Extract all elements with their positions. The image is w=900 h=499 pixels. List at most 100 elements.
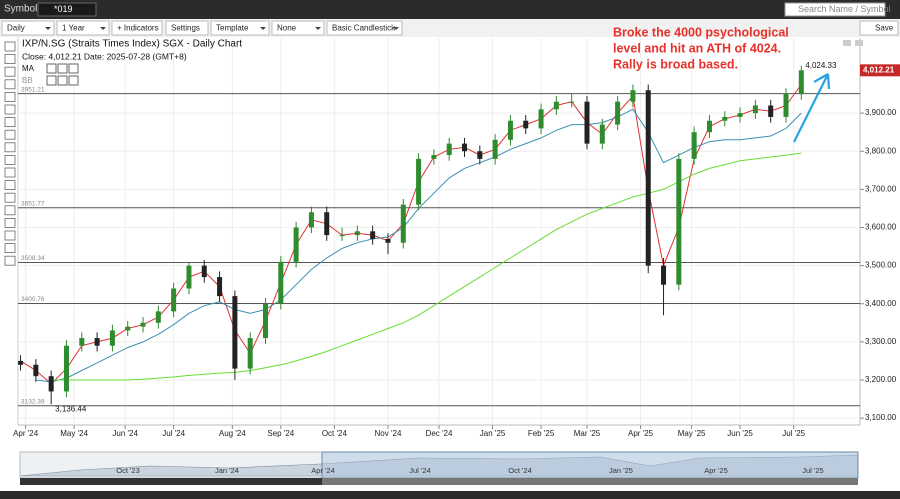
toolbar-button[interactable] xyxy=(271,20,325,36)
y-tick-label: 3,900.00 xyxy=(865,108,897,117)
save-button[interactable] xyxy=(859,20,899,36)
tool-icon[interactable] xyxy=(4,154,16,165)
symbol-input[interactable] xyxy=(37,2,97,17)
x-tick-label: Jun '25 xyxy=(727,429,753,438)
moving-average-line xyxy=(20,84,802,385)
candle-body xyxy=(400,204,406,243)
annotation-arrow xyxy=(793,73,831,143)
chart-ctrl[interactable] xyxy=(843,40,851,46)
moving-average-line xyxy=(51,152,802,381)
y-tick-label: 3,200.00 xyxy=(865,375,897,384)
indicator-button[interactable] xyxy=(57,75,68,86)
toolbar-button[interactable] xyxy=(111,20,163,36)
candle-body xyxy=(477,151,483,159)
candle-body xyxy=(339,235,345,237)
indicator-button[interactable] xyxy=(68,75,79,86)
indicator-button[interactable] xyxy=(46,75,57,86)
toolbar-button-label: Settings xyxy=(171,24,200,33)
toolbar-button-label: + Indicators xyxy=(117,24,159,33)
candle-body xyxy=(661,265,667,285)
tool-icon[interactable] xyxy=(4,142,16,153)
candle-body xyxy=(722,116,728,121)
candle-body xyxy=(385,238,391,243)
candle-body xyxy=(446,143,452,156)
candle-body xyxy=(645,90,651,266)
x-tick-label: Aug '24 xyxy=(219,429,246,438)
top-bar xyxy=(0,0,900,19)
tool-icon[interactable] xyxy=(4,79,16,90)
indicator-button[interactable] xyxy=(57,63,68,74)
low-marker-label: 3,136.44 xyxy=(55,404,87,413)
tool-icon[interactable] xyxy=(4,41,16,52)
tool-icon[interactable] xyxy=(4,230,16,241)
toolbar-button[interactable] xyxy=(165,20,209,36)
tool-icon[interactable] xyxy=(4,167,16,178)
toolbar-button[interactable] xyxy=(326,20,403,36)
chart-ctrl[interactable] xyxy=(855,40,863,46)
tool-icon[interactable] xyxy=(4,192,16,203)
y-tick-label: 3,800.00 xyxy=(865,146,897,155)
dropdown-caret xyxy=(315,27,321,30)
tool-icon[interactable] xyxy=(4,54,16,64)
candle-body xyxy=(538,109,544,129)
tool-icon[interactable] xyxy=(4,180,16,191)
x-tick-label: Sep '24 xyxy=(267,429,294,438)
toolbar-button-label: 1 Year xyxy=(62,24,85,33)
candle-body xyxy=(492,139,498,159)
scrollbar-thumb[interactable] xyxy=(322,478,858,485)
tool-icon[interactable] xyxy=(4,66,16,77)
candle-body xyxy=(308,212,314,228)
x-tick-label: Apr '24 xyxy=(13,429,39,438)
y-tick-label: 3,300.00 xyxy=(865,337,897,346)
candle-body xyxy=(125,326,131,331)
navigator-selection[interactable] xyxy=(321,451,859,479)
candle-body xyxy=(232,296,238,369)
tool-icon[interactable] xyxy=(4,117,16,127)
candle-body xyxy=(247,338,253,369)
candle-body xyxy=(676,158,682,285)
toolbar-button[interactable] xyxy=(56,20,110,36)
search-box[interactable] xyxy=(784,2,886,17)
tool-icon[interactable] xyxy=(4,129,16,140)
candle-body xyxy=(140,322,146,327)
tool-icon[interactable] xyxy=(4,243,16,254)
navigator-label: Jul '24 xyxy=(409,466,430,475)
save-label: Save xyxy=(875,24,894,33)
navigator-area xyxy=(19,454,859,477)
last-price-label: 4,012.21 xyxy=(863,65,895,74)
tool-icon[interactable] xyxy=(4,92,16,102)
high-marker-label: 4,024.33 xyxy=(805,61,837,70)
tool-icon[interactable] xyxy=(4,255,16,266)
candle-body xyxy=(706,120,712,133)
candle-body xyxy=(630,90,636,102)
navigator-label: Jan '25 xyxy=(609,466,633,475)
candle-body xyxy=(48,376,54,392)
indicator-label: BB xyxy=(22,76,33,85)
toolbar-button[interactable] xyxy=(1,20,55,36)
tool-icon[interactable] xyxy=(4,205,16,216)
annotation-text: Broke the 4000 psychological xyxy=(613,25,789,39)
toolbar-button[interactable] xyxy=(210,20,270,36)
toolbar-button-label: Daily xyxy=(7,24,25,33)
candle-body xyxy=(553,101,559,110)
indicator-button[interactable] xyxy=(68,63,79,74)
y-tick-label: 3,600.00 xyxy=(865,223,897,232)
tool-icon[interactable] xyxy=(4,104,16,115)
indicator-button[interactable] xyxy=(46,63,57,74)
navigator-label: Jan '24 xyxy=(215,466,239,475)
candle-body xyxy=(768,105,774,117)
candle-body xyxy=(584,101,590,144)
status-bar xyxy=(0,491,900,499)
candle-body xyxy=(109,330,115,346)
x-tick-label: May '25 xyxy=(678,429,706,438)
y-tick-label: 3,700.00 xyxy=(865,184,897,193)
tool-icon[interactable] xyxy=(4,217,16,228)
x-tick-label: Nov '24 xyxy=(375,429,402,438)
x-tick-label: Apr '25 xyxy=(628,429,654,438)
symbol-value: *019 xyxy=(54,4,73,14)
dropdown-caret xyxy=(393,27,399,30)
candle-body xyxy=(94,338,100,346)
candle-body xyxy=(737,113,743,117)
x-tick-label: May '24 xyxy=(60,429,88,438)
